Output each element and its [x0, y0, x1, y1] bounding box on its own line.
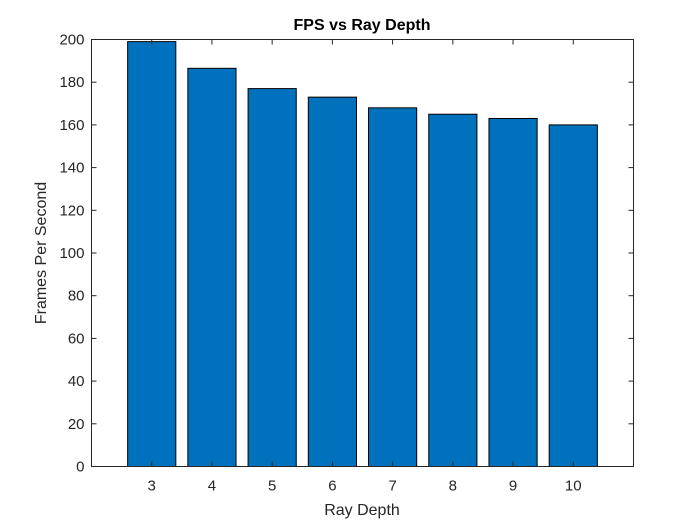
x-axis: 3 4 5 6 7 8 9 10 — [148, 39, 582, 495]
y-tick-label: 0 — [76, 459, 84, 476]
y-tick-label: 140 — [59, 160, 84, 177]
y-tick-label: 80 — [68, 288, 85, 305]
bar-8 — [428, 113, 478, 467]
x-tick-label: 10 — [565, 478, 582, 495]
y-tick-label: 40 — [68, 373, 85, 390]
y-tick-label: 180 — [59, 74, 84, 91]
bar-5 — [247, 88, 297, 467]
bar-6 — [307, 96, 357, 468]
x-tick-label: 4 — [208, 478, 216, 495]
y-axis: 0 20 40 60 80 100 120 140 160 180 200 — [59, 32, 634, 476]
bar-4 — [187, 67, 237, 467]
bar-9 — [488, 117, 538, 468]
y-tick-label: 60 — [68, 330, 85, 347]
x-tick-label: 6 — [328, 478, 336, 495]
bar-7 — [368, 107, 418, 467]
y-axis-label: Frames Per Second — [33, 182, 50, 324]
x-tick-label: 3 — [148, 478, 156, 495]
x-tick-label: 9 — [509, 478, 517, 495]
bar-10 — [548, 124, 598, 468]
x-axis-label: Ray Depth — [324, 502, 400, 519]
x-tick-label: 5 — [268, 478, 276, 495]
y-tick-label: 20 — [68, 416, 85, 433]
y-tick-label: 100 — [59, 245, 84, 262]
x-tick-label: 7 — [388, 478, 396, 495]
y-tick-label: 120 — [59, 202, 84, 219]
y-tick-label: 160 — [59, 117, 84, 134]
y-tick-label: 200 — [59, 32, 84, 49]
chart-title: FPS vs Ray Depth — [294, 17, 431, 34]
bar-3 — [127, 41, 177, 467]
x-tick-label: 8 — [449, 478, 457, 495]
bars-group — [127, 41, 598, 468]
